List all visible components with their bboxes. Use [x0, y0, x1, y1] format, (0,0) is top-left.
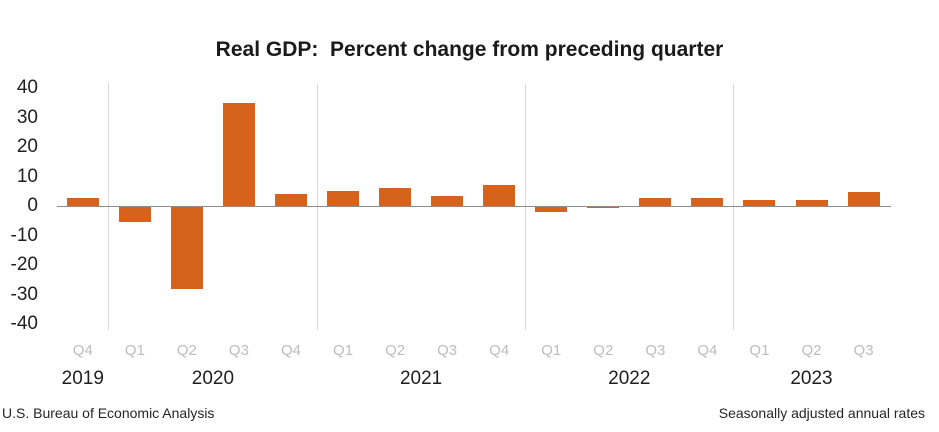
quarter-label: Q2 [801, 342, 822, 359]
gdp-bar [639, 198, 672, 206]
gdp-bar [275, 193, 307, 206]
y-tick-label: -30 [10, 283, 38, 305]
gdp-bar [379, 187, 412, 206]
quarter-label: Q4 [697, 342, 718, 359]
y-tick-label: 30 [16, 106, 38, 128]
year-label: 2020 [191, 368, 235, 389]
y-tick-label: -40 [10, 313, 38, 334]
year-label: 2021 [399, 368, 443, 389]
year-separator-gridline [108, 83, 110, 330]
quarter-label: Q4 [72, 342, 93, 359]
gdp-bar [170, 206, 203, 290]
y-tick-label: 10 [16, 165, 38, 187]
gdp-bar [795, 199, 828, 206]
zero-axis-line [57, 205, 891, 207]
year-separator-gridline [316, 83, 318, 330]
quarter-label: Q2 [385, 342, 406, 359]
y-tick-label: -20 [10, 254, 38, 275]
gdp-bar [847, 191, 880, 206]
quarter-label: Q1 [124, 342, 145, 359]
y-tick-label: 0 [27, 195, 38, 216]
source-note: U.S. Bureau of Economic Analysis [2, 405, 215, 421]
gdp-bar [327, 190, 360, 206]
quarter-label: Q3 [853, 342, 874, 359]
gdp-bar [587, 206, 620, 209]
gdp-bar [431, 196, 464, 206]
quarter-label: Q3 [645, 342, 666, 359]
quarter-label: Q4 [489, 342, 510, 359]
gdp-bar [691, 198, 724, 206]
year-separator-gridline [524, 83, 526, 330]
quarter-label: Q1 [333, 342, 354, 359]
year-separator-gridline [732, 83, 734, 330]
y-tick-label: 20 [16, 136, 38, 157]
quarter-label: Q3 [437, 342, 458, 359]
y-tick-label: 40 [16, 77, 38, 98]
quarter-label: Q1 [541, 342, 562, 359]
quarter-label: Q2 [176, 342, 197, 359]
year-label: 2022 [608, 368, 651, 389]
year-label: 2023 [790, 368, 833, 389]
quarter-label: Q3 [228, 342, 249, 359]
gdp-bar [118, 206, 151, 223]
quarter-label: Q1 [749, 342, 770, 359]
gdp-bar [483, 185, 516, 206]
gdp-bar [535, 206, 568, 213]
y-tick-label: -10 [10, 224, 38, 246]
chart-title: Real GDP: Percent change from preceding … [215, 38, 724, 61]
quarter-label: Q2 [593, 342, 614, 359]
gdp-bar [743, 199, 776, 206]
year-label: 2019 [61, 368, 104, 389]
gdp-bar [222, 103, 255, 206]
rates-note: Seasonally adjusted annual rates [718, 405, 925, 421]
gdp-bar [66, 198, 99, 206]
quarter-label: Q4 [280, 342, 301, 359]
